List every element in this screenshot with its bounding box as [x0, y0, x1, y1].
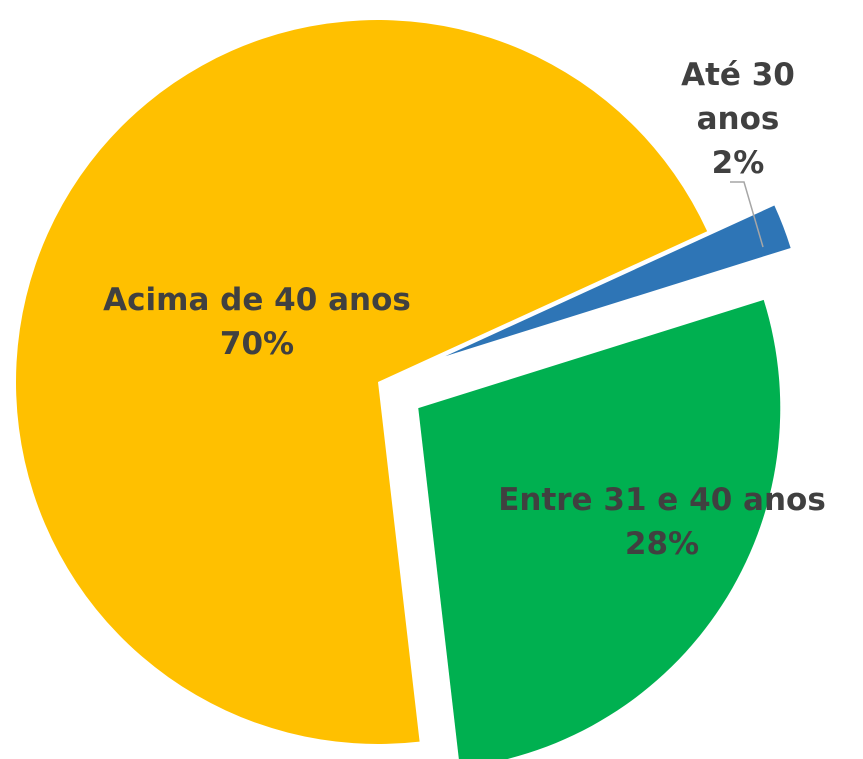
- category-label: Entre 31 e 40 anos: [498, 482, 826, 518]
- leader-line: [730, 181, 764, 248]
- data-label: Acima de 40 anos 70%: [103, 278, 411, 366]
- pie-slice: [445, 205, 791, 357]
- pie-slice: [16, 19, 708, 744]
- value-label: 28%: [624, 526, 700, 562]
- data-label: Entre 31 e 40 anos 28%: [498, 478, 826, 566]
- value-label: 70%: [219, 326, 295, 362]
- category-label: Acima de 40 anos: [103, 282, 411, 318]
- pie-slice: [418, 299, 781, 759]
- data-label: Até 30 anos 2%: [663, 53, 813, 185]
- category-label: Até 30 anos: [681, 57, 795, 137]
- value-label: 2%: [711, 145, 765, 181]
